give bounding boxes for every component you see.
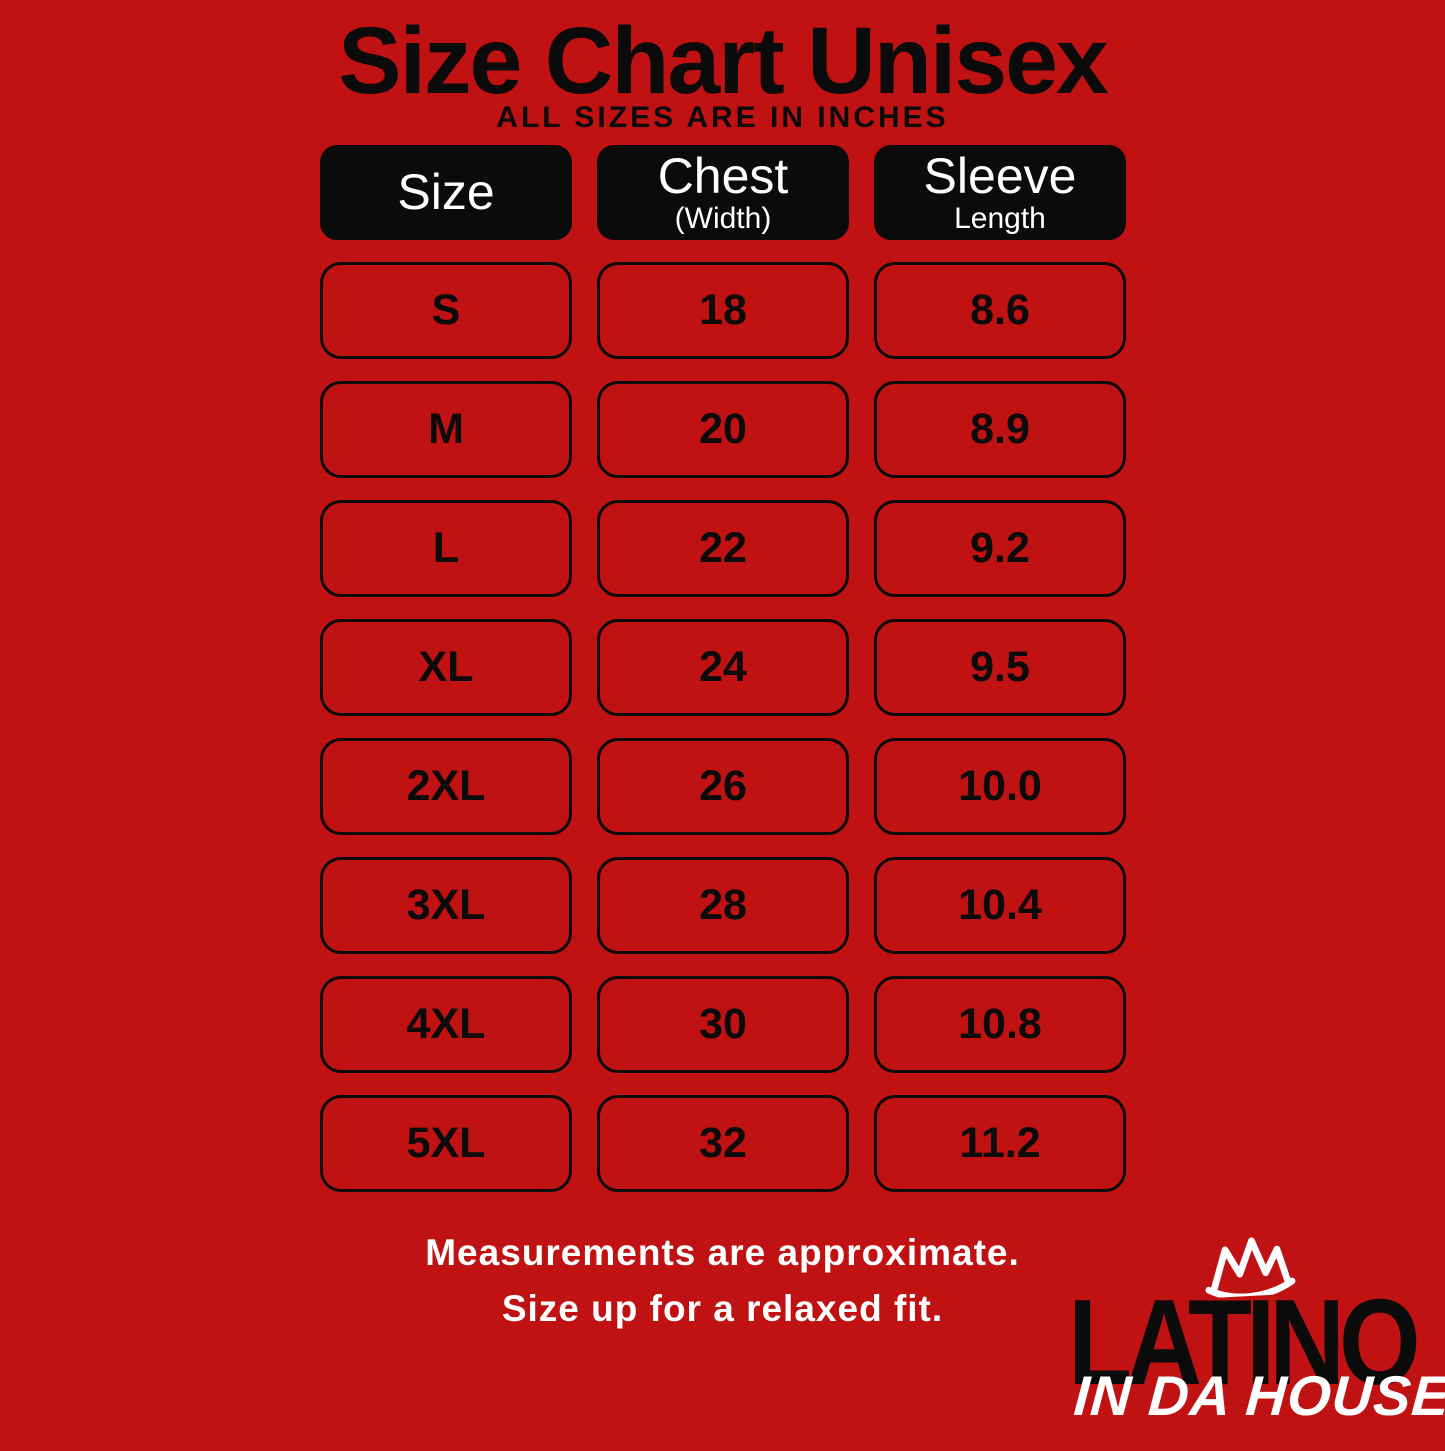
footer-note-line2: Size up for a relaxed fit. bbox=[501, 1288, 944, 1329]
size-cell: L bbox=[320, 500, 572, 597]
size-cell: 3XL bbox=[320, 857, 572, 954]
column-header-sublabel: (Width) bbox=[674, 201, 772, 235]
brand-logo-text: LATINO bbox=[1068, 1274, 1421, 1410]
footer-note-line1: Measurements are approximate. bbox=[425, 1232, 1020, 1273]
chest-cell: 28 bbox=[597, 857, 849, 954]
sleeve-cell: 11.2 bbox=[874, 1095, 1126, 1192]
size-cell: S bbox=[320, 262, 572, 359]
sleeve-cell: 10.8 bbox=[874, 976, 1126, 1073]
size-cell: 2XL bbox=[320, 738, 572, 835]
footer-note: Measurements are approximate. Size up fo… bbox=[0, 1225, 1445, 1337]
sleeve-cell: 10.0 bbox=[874, 738, 1126, 835]
size-cell: M bbox=[320, 381, 572, 478]
sleeve-cell: 8.9 bbox=[874, 381, 1126, 478]
chest-cell: 20 bbox=[597, 381, 849, 478]
chest-cell: 24 bbox=[597, 619, 849, 716]
sleeve-cell: 9.5 bbox=[874, 619, 1126, 716]
size-cell: 5XL bbox=[320, 1095, 572, 1192]
column-header-label: Chest bbox=[657, 147, 789, 204]
column-header-label: Size bbox=[397, 164, 495, 220]
column-header-size: Size bbox=[320, 145, 572, 240]
size-cell: XL bbox=[320, 619, 572, 716]
column-header-sublabel: Length bbox=[954, 201, 1046, 235]
chest-cell: 18 bbox=[597, 262, 849, 359]
column-header-sleeve: Sleeve Length bbox=[874, 145, 1126, 240]
chest-cell: 22 bbox=[597, 500, 849, 597]
size-table: Size Chest (Width) Sleeve Length S 18 8.… bbox=[320, 145, 1126, 1192]
sleeve-cell: 9.2 bbox=[874, 500, 1126, 597]
sleeve-cell: 10.4 bbox=[874, 857, 1126, 954]
page-subtitle: ALL SIZES ARE IN INCHES bbox=[496, 101, 949, 134]
chest-cell: 26 bbox=[597, 738, 849, 835]
page-title: Size Chart Unisex bbox=[338, 8, 1109, 114]
column-header-chest: Chest (Width) bbox=[597, 145, 849, 240]
brand-tagline-text: IN DA HOUSE bbox=[1071, 1364, 1445, 1427]
column-header-label: Sleeve bbox=[923, 147, 1077, 204]
sleeve-cell: 8.6 bbox=[874, 262, 1126, 359]
chest-cell: 32 bbox=[597, 1095, 849, 1192]
size-cell: 4XL bbox=[320, 976, 572, 1073]
chest-cell: 30 bbox=[597, 976, 849, 1073]
